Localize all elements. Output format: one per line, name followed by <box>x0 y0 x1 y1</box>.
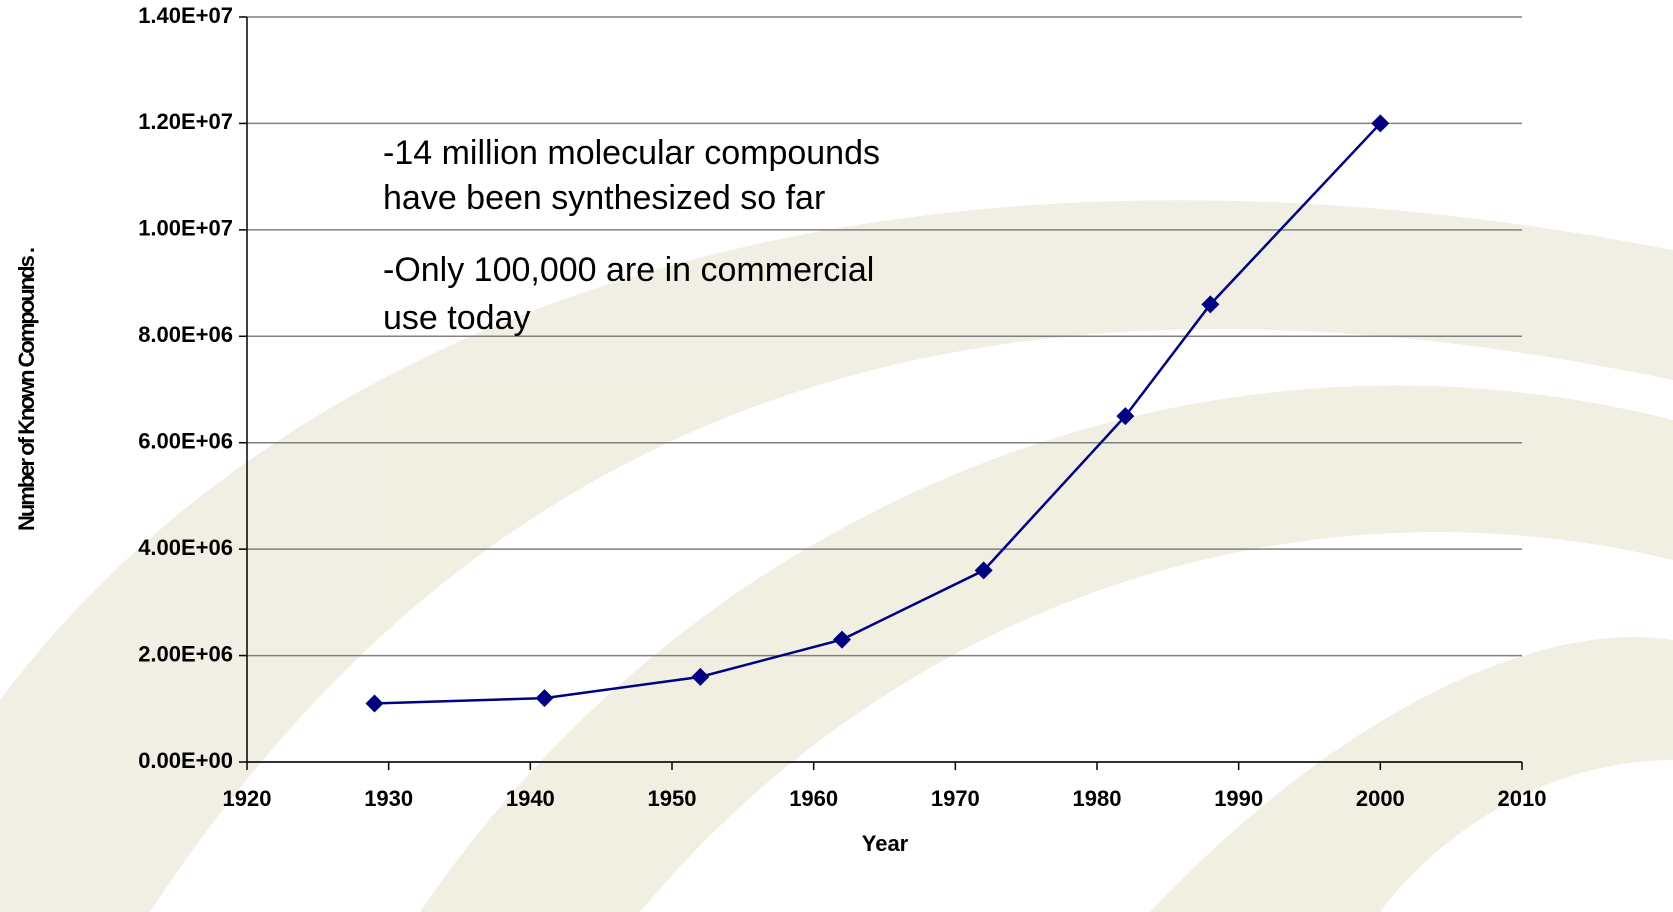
y-axis-title: Number of Known Compounds . <box>14 248 39 531</box>
y-tick-label: 1.20E+07 <box>138 109 233 134</box>
chart: Year Number of Known Compounds . 0.00E+0… <box>0 0 1673 912</box>
x-tick-label: 1950 <box>648 786 697 811</box>
x-tick-label: 1940 <box>506 786 555 811</box>
x-tick-label: 1930 <box>364 786 413 811</box>
annotation: use today <box>383 299 530 337</box>
x-tick-label: 2010 <box>1498 786 1547 811</box>
x-axis-title: Year <box>862 831 909 856</box>
y-tick-label: 4.00E+06 <box>138 535 233 560</box>
marker <box>536 689 554 707</box>
marker <box>366 694 384 712</box>
x-tick-label: 1980 <box>1073 786 1122 811</box>
x-tick-label: 2000 <box>1356 786 1405 811</box>
y-tick-label: 2.00E+06 <box>138 641 233 666</box>
y-tick-label: 1.00E+07 <box>138 216 233 241</box>
y-tick-label: 0.00E+00 <box>138 748 233 773</box>
annotation: have been synthesized so far <box>383 179 825 217</box>
y-tick-label: 6.00E+06 <box>138 429 233 454</box>
annotation: -14 million molecular compounds <box>383 134 880 172</box>
x-tick-label: 1970 <box>931 786 980 811</box>
x-tick-label: 1960 <box>789 786 838 811</box>
annotation: -Only 100,000 are in commercial <box>383 251 874 289</box>
x-tick-label: 1990 <box>1214 786 1263 811</box>
y-tick-label: 1.40E+07 <box>138 3 233 28</box>
x-tick-label: 1920 <box>223 786 272 811</box>
y-tick-label: 8.00E+06 <box>138 322 233 347</box>
